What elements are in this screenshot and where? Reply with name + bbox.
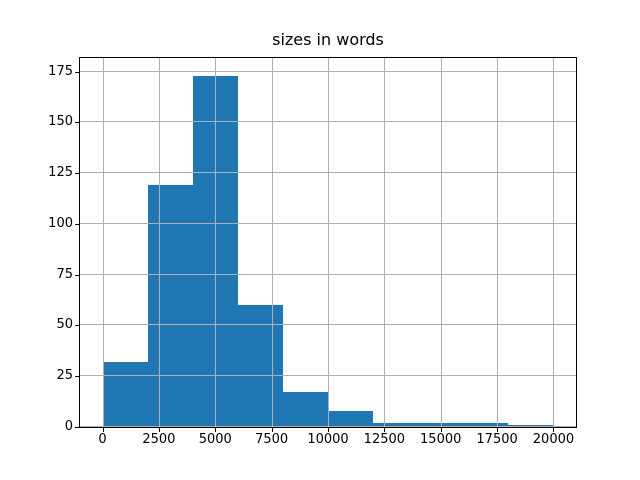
y-tick-label: 75 (56, 266, 73, 282)
histogram-bar (102, 362, 148, 427)
y-tick-label: 175 (48, 63, 73, 79)
histogram-bar (373, 422, 419, 427)
gridline-horizontal (80, 375, 576, 377)
histogram-bar (192, 75, 238, 427)
gridline-vertical (158, 58, 160, 427)
gridline-vertical (271, 58, 273, 427)
y-tick-label: 150 (48, 114, 73, 130)
gridline-horizontal (80, 121, 576, 123)
y-tick-label: 125 (48, 165, 73, 181)
x-tick-mark (384, 428, 386, 432)
histogram-bar (147, 185, 193, 427)
gridline-vertical (384, 58, 386, 427)
x-tick-label: 12500 (363, 432, 406, 447)
gridline-vertical (328, 58, 329, 427)
y-tick-mark (75, 325, 79, 327)
x-tick-label: 15000 (420, 432, 462, 447)
x-tick-mark (328, 428, 329, 432)
x-tick-label: 20000 (532, 432, 575, 447)
gridline-horizontal (80, 222, 576, 224)
y-tick-label: 100 (48, 215, 73, 231)
x-tick-label: 2500 (142, 432, 176, 447)
gridline-horizontal (80, 70, 576, 72)
y-tick-mark (75, 173, 79, 175)
x-tick-label: 17500 (476, 432, 518, 447)
x-tick-label: 7500 (255, 432, 289, 447)
histogram-bar (418, 422, 464, 427)
x-tick-label: 5000 (198, 432, 232, 447)
gridline-horizontal (80, 172, 576, 174)
histogram-bar (508, 424, 554, 427)
gridline-vertical (102, 58, 104, 427)
x-tick-mark (497, 428, 499, 432)
x-tick-mark (440, 428, 442, 432)
y-tick-label: 25 (56, 368, 73, 384)
y-tick-mark (75, 71, 79, 73)
histogram-bar (237, 305, 283, 427)
gridline-vertical (440, 58, 442, 427)
y-tick-mark (75, 223, 79, 225)
gridline-vertical (553, 58, 555, 427)
y-tick-label: 0 (64, 419, 73, 434)
histogram-bar (282, 392, 328, 427)
y-tick-label: 50 (56, 317, 73, 333)
x-tick-mark (271, 428, 273, 432)
x-tick-mark (215, 428, 217, 432)
gridline-horizontal (80, 324, 576, 326)
x-tick-label: 0 (98, 432, 107, 447)
plot-area (79, 57, 577, 428)
grid-layer (80, 58, 576, 427)
histogram-bar (328, 410, 374, 427)
x-tick-mark (553, 428, 555, 432)
gridline-horizontal (80, 273, 576, 275)
chart-title: sizes in words (272, 30, 384, 49)
gridline-vertical (215, 58, 217, 427)
y-tick-mark (75, 376, 79, 378)
histogram-bar (463, 422, 509, 427)
x-tick-label: 10000 (307, 432, 349, 447)
bars-layer (80, 58, 576, 427)
y-tick-mark (75, 122, 79, 124)
y-tick-mark (75, 427, 79, 428)
x-tick-mark (158, 428, 160, 432)
x-tick-mark (102, 428, 104, 432)
y-tick-mark (75, 274, 79, 276)
gridline-vertical (497, 58, 499, 427)
gridline-horizontal (80, 426, 576, 427)
